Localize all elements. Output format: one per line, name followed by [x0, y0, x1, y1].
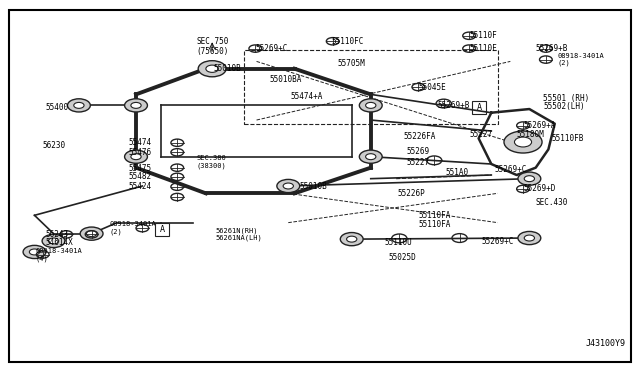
- Text: 55502(LH): 55502(LH): [543, 102, 585, 110]
- Text: 55045E: 55045E: [419, 83, 446, 92]
- Text: 55269+B: 55269+B: [437, 101, 470, 110]
- Text: 55226P: 55226P: [397, 189, 425, 198]
- Circle shape: [365, 102, 376, 108]
- Circle shape: [524, 235, 534, 241]
- Text: 55474+A: 55474+A: [290, 92, 323, 101]
- Circle shape: [515, 137, 532, 147]
- Text: 55025D: 55025D: [388, 253, 416, 262]
- Text: 55010B: 55010B: [300, 182, 328, 191]
- Text: A: A: [477, 103, 483, 112]
- Circle shape: [277, 179, 300, 193]
- Text: 55227: 55227: [469, 130, 492, 139]
- Text: 55474: 55474: [129, 138, 152, 147]
- Text: 08918-3401A
(2): 08918-3401A (2): [558, 53, 605, 66]
- Text: 55110FC: 55110FC: [332, 37, 364, 46]
- Text: 55475: 55475: [129, 164, 152, 173]
- Text: 55269+A: 55269+A: [523, 121, 556, 130]
- Text: 55110F: 55110F: [469, 44, 497, 53]
- Circle shape: [347, 236, 357, 242]
- Text: 55424: 55424: [129, 182, 152, 191]
- Circle shape: [359, 150, 382, 163]
- Text: SEC.380
(38300): SEC.380 (38300): [196, 155, 226, 169]
- Circle shape: [80, 227, 103, 240]
- Circle shape: [283, 183, 293, 189]
- Text: J43100Y9: J43100Y9: [585, 339, 625, 348]
- Circle shape: [340, 232, 363, 246]
- Text: 55110F: 55110F: [469, 31, 497, 40]
- Text: 56261N(RH)
56261NA(LH): 56261N(RH) 56261NA(LH): [215, 227, 262, 241]
- Circle shape: [359, 99, 382, 112]
- Circle shape: [42, 234, 65, 247]
- Circle shape: [125, 150, 147, 163]
- Text: 55110FA: 55110FA: [419, 220, 451, 229]
- Bar: [472, 100, 486, 114]
- Circle shape: [23, 246, 46, 259]
- Text: 54614X: 54614X: [46, 238, 74, 247]
- Circle shape: [365, 154, 376, 160]
- Text: 55269+C: 55269+C: [255, 44, 287, 53]
- Text: 55227: 55227: [406, 158, 429, 167]
- Text: 08918-3401A
(4): 08918-3401A (4): [36, 248, 83, 262]
- Text: SEC.430: SEC.430: [536, 198, 568, 207]
- Text: 55269+B: 55269+B: [536, 44, 568, 53]
- Text: 55226FA: 55226FA: [404, 132, 436, 141]
- Circle shape: [524, 176, 534, 182]
- Text: 55010BA: 55010BA: [269, 75, 301, 84]
- Text: 55110FB: 55110FB: [552, 134, 584, 143]
- Text: 55269+C: 55269+C: [495, 165, 527, 174]
- Circle shape: [74, 102, 84, 108]
- Circle shape: [125, 99, 147, 112]
- Circle shape: [29, 249, 40, 255]
- Text: 55110U: 55110U: [385, 238, 412, 247]
- Circle shape: [206, 65, 218, 73]
- Circle shape: [131, 154, 141, 160]
- Circle shape: [198, 61, 226, 77]
- Circle shape: [504, 131, 542, 153]
- Text: 55269+D: 55269+D: [523, 185, 556, 193]
- Text: 55269: 55269: [406, 147, 429, 156]
- Circle shape: [49, 238, 59, 244]
- Text: 55705M: 55705M: [338, 59, 365, 68]
- Text: 55110FA: 55110FA: [419, 211, 451, 220]
- Bar: [155, 223, 169, 236]
- Text: 56230: 56230: [42, 141, 65, 150]
- Circle shape: [518, 231, 541, 245]
- Circle shape: [67, 99, 90, 112]
- Text: 55501 (RH): 55501 (RH): [543, 93, 589, 103]
- Text: A: A: [160, 225, 165, 234]
- Text: 55400: 55400: [45, 103, 68, 112]
- Circle shape: [518, 172, 541, 185]
- Circle shape: [131, 102, 141, 108]
- Bar: [244, 51, 498, 124]
- Text: 551A0: 551A0: [445, 167, 468, 177]
- Text: 55010B: 55010B: [213, 64, 241, 73]
- Circle shape: [86, 231, 97, 237]
- Text: 55269+C: 55269+C: [482, 237, 514, 246]
- Text: 55476: 55476: [129, 148, 152, 157]
- Text: SEC.750
(75650): SEC.750 (75650): [196, 37, 228, 57]
- Text: 55482: 55482: [129, 172, 152, 181]
- Text: 56243: 56243: [46, 230, 69, 239]
- Text: 08918-3401A
(2): 08918-3401A (2): [109, 221, 156, 235]
- Text: 55180M: 55180M: [516, 130, 545, 139]
